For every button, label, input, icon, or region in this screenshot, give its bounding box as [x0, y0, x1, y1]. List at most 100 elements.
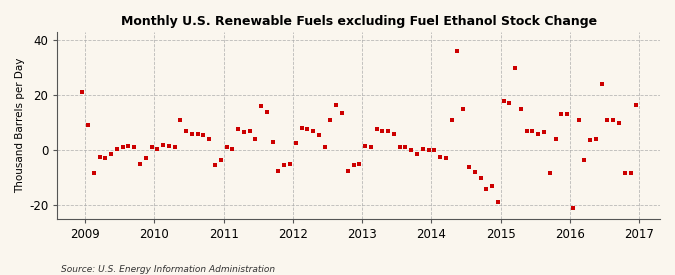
Point	[620, 171, 630, 176]
Point	[487, 183, 497, 188]
Point	[308, 129, 319, 133]
Point	[244, 129, 255, 133]
Point	[186, 131, 197, 136]
Point	[123, 144, 134, 148]
Point	[256, 104, 267, 108]
Point	[389, 131, 400, 136]
Point	[614, 120, 624, 125]
Point	[429, 148, 439, 152]
Point	[181, 129, 192, 133]
Point	[82, 123, 93, 128]
Point	[215, 158, 226, 162]
Point	[533, 131, 543, 136]
Point	[406, 148, 416, 152]
Point	[296, 126, 307, 130]
Point	[117, 145, 128, 150]
Point	[233, 127, 244, 132]
Point	[360, 144, 371, 148]
Point	[556, 112, 567, 117]
Point	[596, 82, 607, 86]
Point	[169, 145, 180, 150]
Title: Monthly U.S. Renewable Fuels excluding Fuel Ethanol Stock Change: Monthly U.S. Renewable Fuels excluding F…	[121, 15, 597, 28]
Point	[163, 144, 174, 148]
Point	[210, 163, 221, 167]
Point	[435, 155, 446, 159]
Y-axis label: Thousand Barrels per Day: Thousand Barrels per Day	[15, 58, 25, 193]
Point	[152, 147, 163, 151]
Point	[602, 118, 613, 122]
Point	[573, 118, 584, 122]
Point	[279, 163, 290, 167]
Point	[146, 145, 157, 150]
Point	[481, 186, 491, 191]
Point	[129, 145, 140, 150]
Point	[319, 145, 330, 150]
Point	[342, 169, 353, 173]
Point	[539, 130, 549, 134]
Point	[423, 148, 434, 152]
Point	[544, 171, 555, 176]
Point	[608, 118, 619, 122]
Point	[568, 205, 578, 210]
Point	[348, 163, 359, 167]
Point	[250, 137, 261, 141]
Point	[469, 170, 480, 174]
Point	[204, 137, 215, 141]
Point	[394, 145, 405, 150]
Point	[579, 158, 590, 162]
Point	[313, 133, 324, 137]
Point	[412, 152, 423, 156]
Point	[498, 98, 509, 103]
Point	[371, 127, 382, 132]
Point	[377, 129, 387, 133]
Point	[77, 90, 88, 95]
Point	[331, 103, 342, 107]
Text: Source: U.S. Energy Information Administration: Source: U.S. Energy Information Administ…	[61, 265, 275, 274]
Point	[417, 147, 428, 151]
Point	[261, 109, 272, 114]
Point	[100, 156, 111, 161]
Point	[475, 175, 486, 180]
Point	[140, 156, 151, 161]
Point	[227, 147, 238, 151]
Point	[325, 118, 336, 122]
Point	[285, 162, 296, 166]
Point	[238, 130, 249, 134]
Point	[111, 147, 122, 151]
Point	[88, 171, 99, 176]
Point	[106, 152, 117, 156]
Point	[585, 138, 595, 143]
Point	[158, 142, 169, 147]
Point	[354, 162, 364, 166]
Point	[383, 129, 394, 133]
Point	[591, 137, 601, 141]
Point	[562, 112, 572, 117]
Point	[134, 162, 145, 166]
Point	[510, 65, 520, 70]
Point	[493, 200, 504, 204]
Point	[458, 107, 468, 111]
Point	[337, 111, 348, 115]
Point	[516, 107, 526, 111]
Point	[452, 49, 463, 53]
Point	[400, 145, 411, 150]
Point	[95, 155, 105, 159]
Point	[290, 141, 301, 145]
Point	[464, 164, 475, 169]
Point	[221, 145, 232, 150]
Point	[631, 103, 642, 107]
Point	[198, 133, 209, 137]
Point	[521, 129, 532, 133]
Point	[550, 137, 561, 141]
Point	[273, 169, 284, 173]
Point	[446, 118, 457, 122]
Point	[175, 118, 186, 122]
Point	[625, 171, 636, 176]
Point	[267, 140, 278, 144]
Point	[441, 156, 452, 161]
Point	[192, 131, 203, 136]
Point	[504, 101, 515, 106]
Point	[527, 129, 538, 133]
Point	[302, 127, 313, 132]
Point	[365, 145, 376, 150]
